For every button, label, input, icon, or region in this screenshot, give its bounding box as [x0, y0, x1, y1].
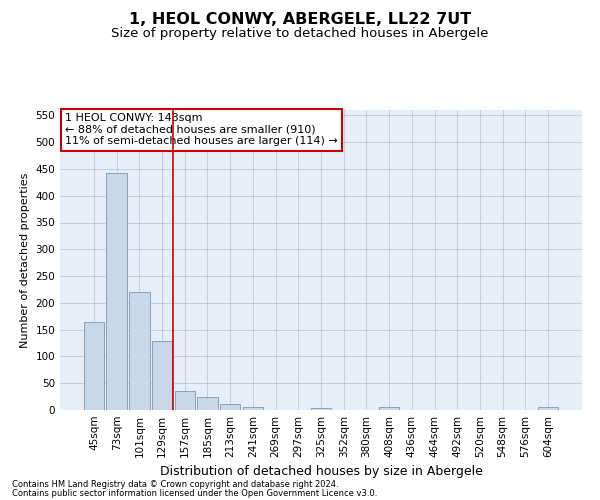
Bar — [106, 172, 127, 410]
X-axis label: Distribution of detached houses by size in Abergele: Distribution of detached houses by size … — [160, 466, 482, 478]
Bar — [220, 404, 241, 410]
Bar — [197, 396, 218, 410]
Bar — [379, 408, 400, 410]
Text: Size of property relative to detached houses in Abergele: Size of property relative to detached ho… — [112, 28, 488, 40]
Y-axis label: Number of detached properties: Number of detached properties — [20, 172, 30, 348]
Text: Contains HM Land Registry data © Crown copyright and database right 2024.: Contains HM Land Registry data © Crown c… — [12, 480, 338, 489]
Bar — [538, 408, 558, 410]
Text: 1 HEOL CONWY: 143sqm
← 88% of detached houses are smaller (910)
11% of semi-deta: 1 HEOL CONWY: 143sqm ← 88% of detached h… — [65, 113, 338, 146]
Bar — [311, 408, 331, 410]
Text: 1, HEOL CONWY, ABERGELE, LL22 7UT: 1, HEOL CONWY, ABERGELE, LL22 7UT — [129, 12, 471, 28]
Bar — [242, 408, 263, 410]
Bar — [152, 342, 172, 410]
Bar — [84, 322, 104, 410]
Bar — [175, 390, 195, 410]
Bar — [129, 292, 149, 410]
Text: Contains public sector information licensed under the Open Government Licence v3: Contains public sector information licen… — [12, 488, 377, 498]
